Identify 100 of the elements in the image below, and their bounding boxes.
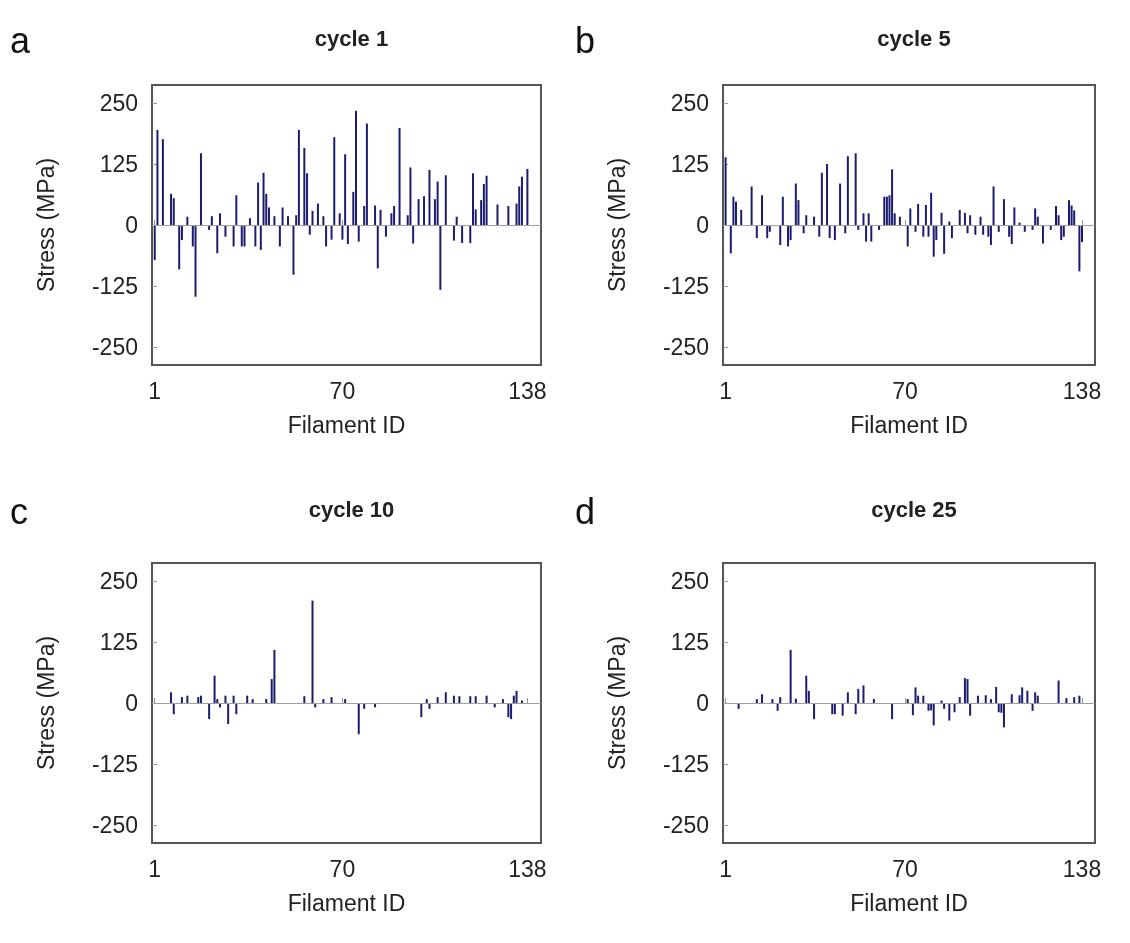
bar	[1041, 225, 1044, 244]
bar	[172, 198, 175, 225]
bar	[865, 225, 868, 242]
bar	[208, 703, 211, 720]
bar	[906, 225, 909, 247]
bar	[958, 209, 961, 225]
chart-title: cycle 5	[877, 25, 951, 51]
bar	[235, 195, 238, 225]
y-tick-label: -125	[662, 750, 709, 777]
bar	[170, 692, 173, 703]
bar	[330, 697, 333, 703]
y-tick-label: -250	[662, 333, 709, 360]
bar	[186, 695, 189, 703]
bar	[1002, 703, 1005, 728]
bar	[813, 216, 816, 225]
bar	[755, 225, 758, 239]
chart-title: cycle 1	[314, 25, 389, 51]
bar	[219, 213, 222, 225]
bar	[246, 695, 249, 703]
bar	[779, 697, 782, 703]
y-tick-label: 250	[99, 90, 138, 117]
chart-title: cycle 25	[871, 496, 957, 522]
bar	[862, 213, 865, 225]
bar	[338, 213, 341, 225]
x-tick-label: 1	[148, 377, 162, 404]
bar	[818, 225, 821, 237]
bar	[156, 129, 159, 225]
x-axis-title: Filament ID	[287, 411, 406, 438]
bar	[232, 695, 235, 703]
y-tick-label: 250	[670, 90, 709, 117]
bar	[789, 649, 792, 703]
bar	[273, 649, 276, 703]
x-tick-label: 138	[508, 855, 547, 882]
bar	[891, 169, 894, 225]
bar	[982, 225, 985, 235]
bar	[444, 692, 447, 703]
bar	[729, 225, 732, 254]
bar	[976, 695, 979, 703]
bar	[344, 699, 347, 703]
bar	[854, 153, 857, 225]
text: b	[575, 19, 596, 61]
text: c	[10, 490, 28, 532]
bar	[927, 225, 930, 237]
bar	[1078, 695, 1081, 703]
bar	[161, 139, 164, 225]
bar	[452, 695, 455, 703]
bar	[917, 204, 920, 225]
bar	[943, 225, 946, 254]
bar	[1073, 697, 1076, 703]
bar	[224, 225, 227, 237]
bar	[974, 225, 977, 235]
x-axis-title: Filament ID	[850, 411, 968, 438]
bar	[833, 225, 836, 241]
bar	[281, 207, 284, 225]
bar	[1036, 695, 1039, 703]
y-tick-label: 125	[99, 629, 138, 656]
bar	[932, 225, 935, 257]
bar	[805, 215, 808, 225]
bar	[436, 697, 439, 703]
bar	[412, 225, 415, 244]
bar	[781, 196, 784, 225]
bar	[194, 225, 197, 297]
bar	[891, 703, 894, 720]
bar	[930, 192, 933, 225]
bar	[526, 168, 529, 225]
bar	[1060, 225, 1063, 241]
bar	[303, 147, 306, 225]
bar	[1013, 207, 1016, 225]
bar	[210, 216, 213, 225]
bar	[303, 696, 306, 703]
bar	[898, 216, 901, 225]
x-tick-label: 1	[719, 855, 732, 882]
x-tick-label: 138	[508, 377, 547, 404]
bar	[841, 703, 844, 716]
bar	[254, 225, 257, 247]
bar	[474, 696, 477, 703]
bar	[213, 675, 216, 703]
x-tick-label: 70	[329, 377, 356, 404]
bar	[940, 212, 943, 225]
bar	[724, 157, 727, 225]
bar	[1057, 680, 1060, 703]
bar	[805, 675, 808, 703]
bar	[750, 186, 753, 225]
bar	[393, 205, 396, 225]
bar	[969, 215, 972, 225]
bar	[1021, 687, 1024, 703]
bar	[911, 703, 914, 716]
x-tick-label: 70	[892, 377, 918, 404]
bar	[417, 199, 420, 225]
bar	[398, 127, 401, 225]
bar	[243, 225, 246, 247]
bar	[995, 686, 998, 703]
y-axis-title: Stress (MPa)	[32, 157, 59, 293]
bar	[153, 225, 156, 261]
x-tick-label: 138	[1062, 377, 1102, 404]
bar	[507, 703, 510, 718]
x-axis-title: Filament ID	[287, 889, 406, 916]
bar	[346, 225, 349, 245]
bar	[316, 203, 319, 225]
bar	[839, 183, 842, 225]
